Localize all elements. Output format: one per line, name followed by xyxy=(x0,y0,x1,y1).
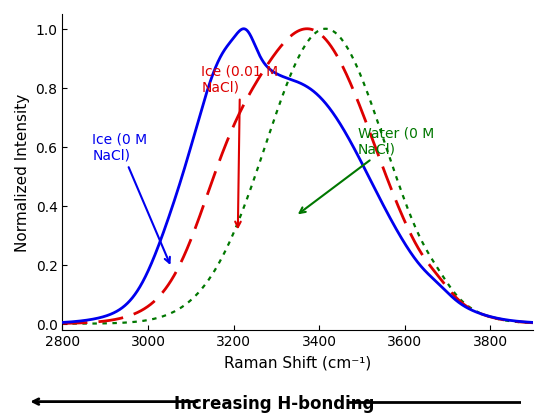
Text: Ice (0 M
NaCl): Ice (0 M NaCl) xyxy=(93,132,170,263)
Y-axis label: Normalized Intensity: Normalized Intensity xyxy=(15,93,30,252)
Text: Ice (0.01 M
NaCl): Ice (0.01 M NaCl) xyxy=(202,64,278,228)
Text: Water (0 M
NaCl): Water (0 M NaCl) xyxy=(300,126,434,214)
Text: Increasing H-bonding: Increasing H-bonding xyxy=(174,394,374,412)
X-axis label: Raman Shift (cm⁻¹): Raman Shift (cm⁻¹) xyxy=(224,354,372,369)
